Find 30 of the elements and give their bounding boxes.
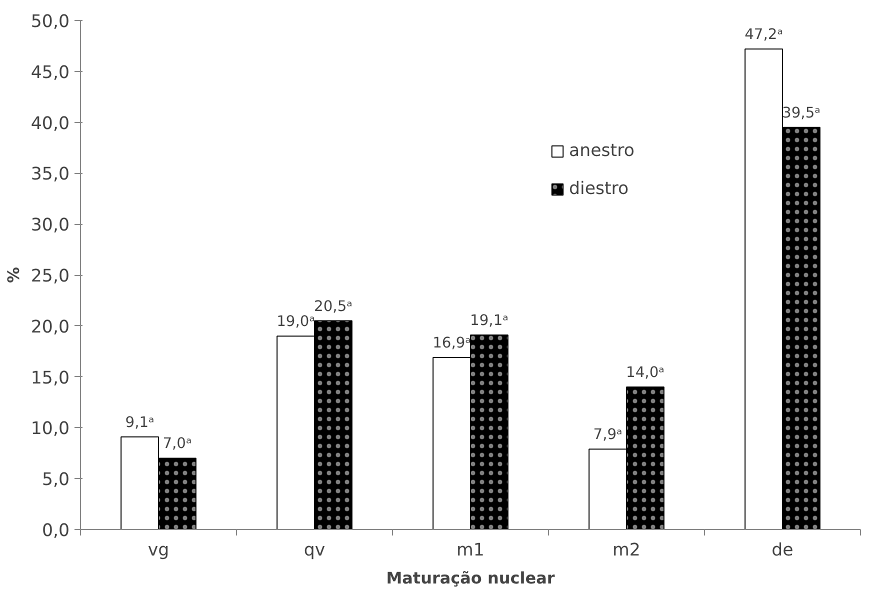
- y-tick-label: 5,0: [42, 470, 70, 490]
- y-tick-label: 15,0: [30, 368, 70, 388]
- data-label: 39,5ᵃ: [782, 104, 820, 122]
- y-tick-label: 25,0: [30, 266, 70, 286]
- data-label: 20,5ᵃ: [314, 298, 352, 315]
- y-tick-label: 10,0: [30, 419, 70, 440]
- y-tick-label: 30,0: [30, 216, 70, 236]
- data-label: 19,0ᵃ: [276, 313, 315, 330]
- data-label: 7,0ᵃ: [162, 435, 192, 452]
- x-axis-title: Maturação nuclear: [386, 568, 555, 588]
- y-tick-label: 35,0: [30, 164, 70, 185]
- data-label: 7,9ᵃ: [593, 426, 622, 444]
- y-tick-label: 20,0: [30, 317, 70, 338]
- y-axis-title: %: [4, 266, 23, 284]
- y-tick-label: 50,0: [30, 12, 70, 32]
- data-label: 19,1ᵃ: [470, 312, 508, 330]
- data-label: 47,2ᵃ: [744, 26, 783, 44]
- legend-label: anestro: [569, 141, 634, 161]
- legend-label: diestro: [569, 179, 629, 199]
- x-tick-label: m2: [612, 540, 640, 560]
- y-tick-label: 40,0: [30, 114, 70, 134]
- data-label: 16,9ᵃ: [432, 334, 471, 352]
- y-tick-label: 45,0: [30, 62, 70, 83]
- y-tick-label: 0,0: [42, 521, 70, 541]
- data-label: 9,1ᵃ: [125, 414, 154, 431]
- x-tick-label: vg: [148, 540, 170, 560]
- data-label: 14,0ᵃ: [626, 364, 664, 381]
- x-tick-label: m1: [456, 540, 484, 560]
- x-tick-label: de: [772, 540, 794, 560]
- x-tick-label: qv: [304, 540, 326, 560]
